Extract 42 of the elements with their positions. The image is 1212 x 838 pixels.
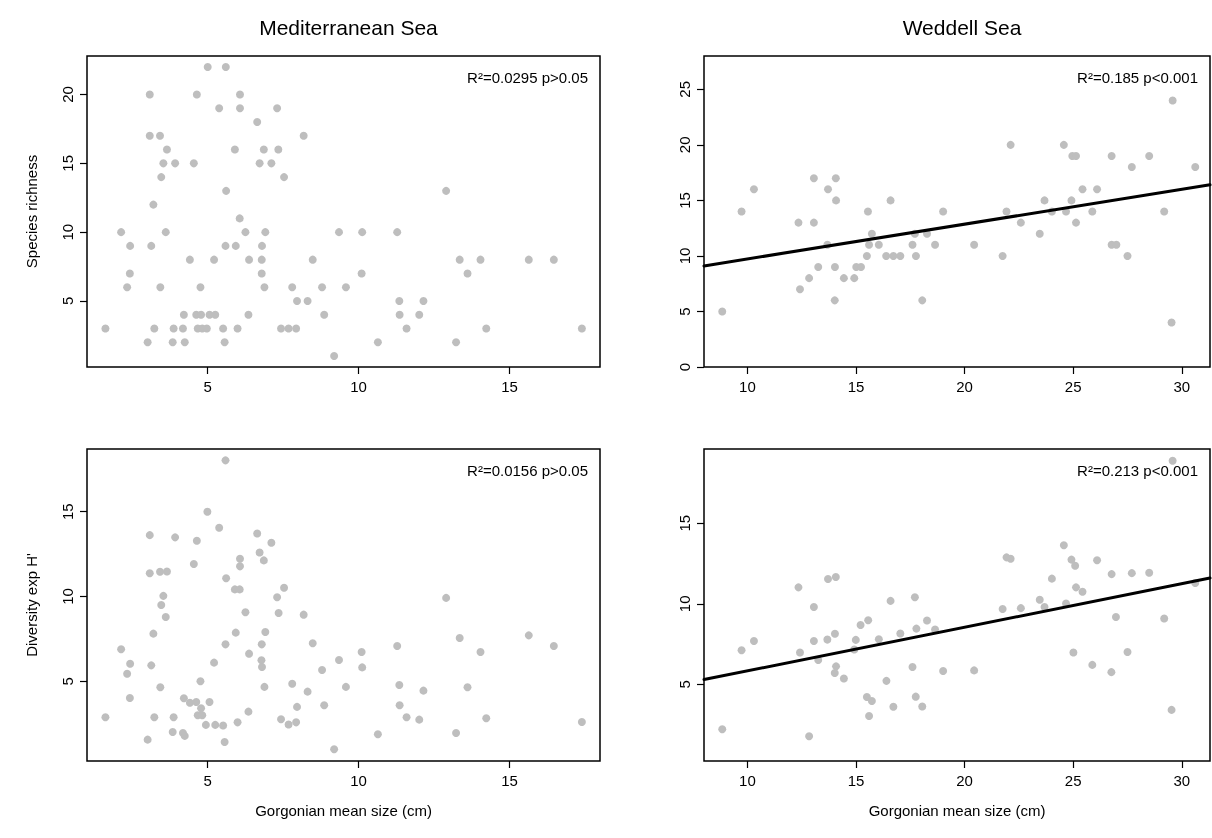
x-tick-label: 30 <box>1173 378 1191 395</box>
x-tick-label: 20 <box>956 772 973 789</box>
annotation: R²=0.213 p<0.001 <box>1077 462 1199 479</box>
x-tick-label: 15 <box>847 378 865 395</box>
y-tick-label: 15 <box>59 154 76 172</box>
y-tick-label: 5 <box>676 680 693 689</box>
y-tick-label: 15 <box>676 514 693 532</box>
x-tick-label: 25 <box>1064 772 1082 789</box>
x-tick-label: 10 <box>350 378 367 395</box>
y-tick-label: 10 <box>676 595 693 613</box>
x-tick-label: 5 <box>203 772 212 789</box>
x-axis-title: Gorgonian mean size (cm) <box>255 802 432 819</box>
y-tick-label: 10 <box>676 247 693 265</box>
y-tick-label: 0 <box>676 362 693 372</box>
chart-title: Mediterranean Sea <box>259 16 439 39</box>
y-tick-label: 20 <box>59 86 76 103</box>
y-tick-label: 25 <box>676 80 693 98</box>
y-tick-label: 5 <box>59 677 76 686</box>
y-tick-label: 20 <box>676 136 693 154</box>
y-tick-label: 15 <box>59 503 76 521</box>
x-tick-label: 15 <box>501 772 518 789</box>
x-tick-label: 10 <box>739 378 756 395</box>
annotation: R²=0.185 p<0.001 <box>1077 69 1199 86</box>
y-tick-label: 5 <box>59 296 76 306</box>
annotation: R²=0.0156 p>0.05 <box>467 462 589 479</box>
chart-title: Weddell Sea <box>902 16 1022 39</box>
x-tick-label: 30 <box>1173 772 1191 789</box>
x-tick-label: 25 <box>1064 378 1082 395</box>
y-tick-label: 5 <box>676 307 693 316</box>
x-tick-label: 10 <box>350 772 367 789</box>
x-tick-label: 20 <box>956 378 973 395</box>
x-tick-label: 15 <box>501 378 518 395</box>
x-tick-label: 5 <box>203 378 212 395</box>
x-tick-label: 15 <box>847 772 865 789</box>
x-axis-title: Gorgonian mean size (cm) <box>868 802 1046 819</box>
x-tick-label: 10 <box>739 772 756 789</box>
y-tick-label: 10 <box>59 588 76 605</box>
y-tick-label: 15 <box>676 192 693 209</box>
annotation: R²=0.0295 p>0.05 <box>467 69 589 86</box>
y-axis-title: Species richness <box>23 154 40 269</box>
y-tick-label: 10 <box>59 223 76 241</box>
y-axis-title: Diversity exp H' <box>23 553 40 657</box>
